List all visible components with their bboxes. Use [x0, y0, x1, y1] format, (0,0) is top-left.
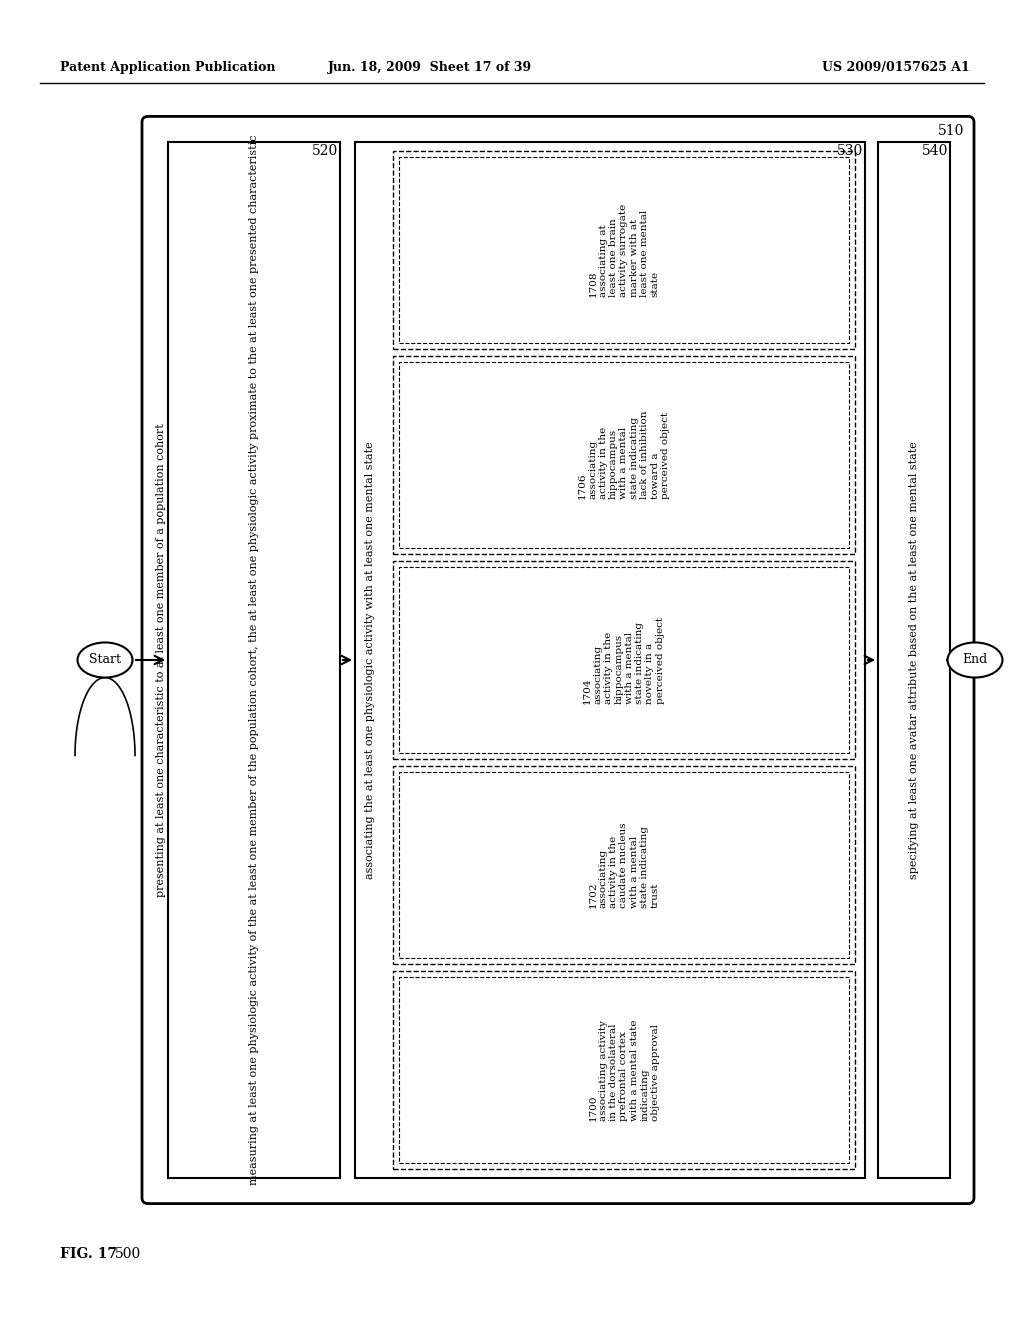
- Bar: [393, 561, 855, 759]
- Text: 500: 500: [115, 1247, 141, 1261]
- Bar: [399, 362, 849, 548]
- Text: Start: Start: [89, 653, 121, 667]
- Text: 1708
associating at
least one brain
activity surrogate
marker with at
least one : 1708 associating at least one brain acti…: [589, 203, 659, 297]
- Bar: [399, 157, 849, 343]
- Text: US 2009/0157625 A1: US 2009/0157625 A1: [822, 61, 970, 74]
- Bar: [878, 141, 950, 1179]
- Text: Jun. 18, 2009  Sheet 17 of 39: Jun. 18, 2009 Sheet 17 of 39: [328, 61, 532, 74]
- Text: 1706
associating
activity in the
hippocampus
with a mental
state indicating
lack: 1706 associating activity in the hippoca…: [578, 411, 670, 499]
- Bar: [399, 772, 849, 958]
- Bar: [399, 977, 849, 1163]
- Text: FIG. 17: FIG. 17: [60, 1247, 117, 1261]
- Ellipse shape: [947, 643, 1002, 677]
- Text: 530: 530: [837, 144, 863, 157]
- Text: specifying at least one avatar attribute based on the at least one mental state: specifying at least one avatar attribute…: [909, 441, 919, 879]
- Text: 1700
associating activity
in the dorsolateral
prefrontal cortex
with a mental st: 1700 associating activity in the dorsola…: [589, 1019, 659, 1121]
- FancyBboxPatch shape: [142, 116, 974, 1204]
- Text: 540: 540: [922, 144, 948, 157]
- Bar: [355, 141, 865, 1179]
- Ellipse shape: [78, 643, 132, 677]
- Text: measuring at least one physiologic activity of the at least one member of the po: measuring at least one physiologic activ…: [249, 135, 259, 1185]
- Text: 510: 510: [938, 124, 964, 139]
- Text: associating the at least one physiologic activity with at least one mental state: associating the at least one physiologic…: [365, 441, 375, 879]
- Text: presenting at least one characteristic to at least one member of a population co: presenting at least one characteristic t…: [156, 424, 166, 896]
- Text: 1702
associating
activity in the
caudate nucleus
with a mental
state indicating
: 1702 associating activity in the caudate…: [589, 822, 659, 908]
- Bar: [393, 767, 855, 964]
- Text: 1704
associating
activity in the
hippocampus
with a mental
state indicating
nove: 1704 associating activity in the hippoca…: [583, 616, 665, 704]
- Text: 520: 520: [311, 144, 338, 157]
- Bar: [393, 152, 855, 348]
- Bar: [393, 972, 855, 1168]
- Bar: [168, 141, 340, 1179]
- Bar: [393, 356, 855, 553]
- Text: Patent Application Publication: Patent Application Publication: [60, 61, 275, 74]
- Bar: [399, 568, 849, 752]
- Text: End: End: [963, 653, 987, 667]
